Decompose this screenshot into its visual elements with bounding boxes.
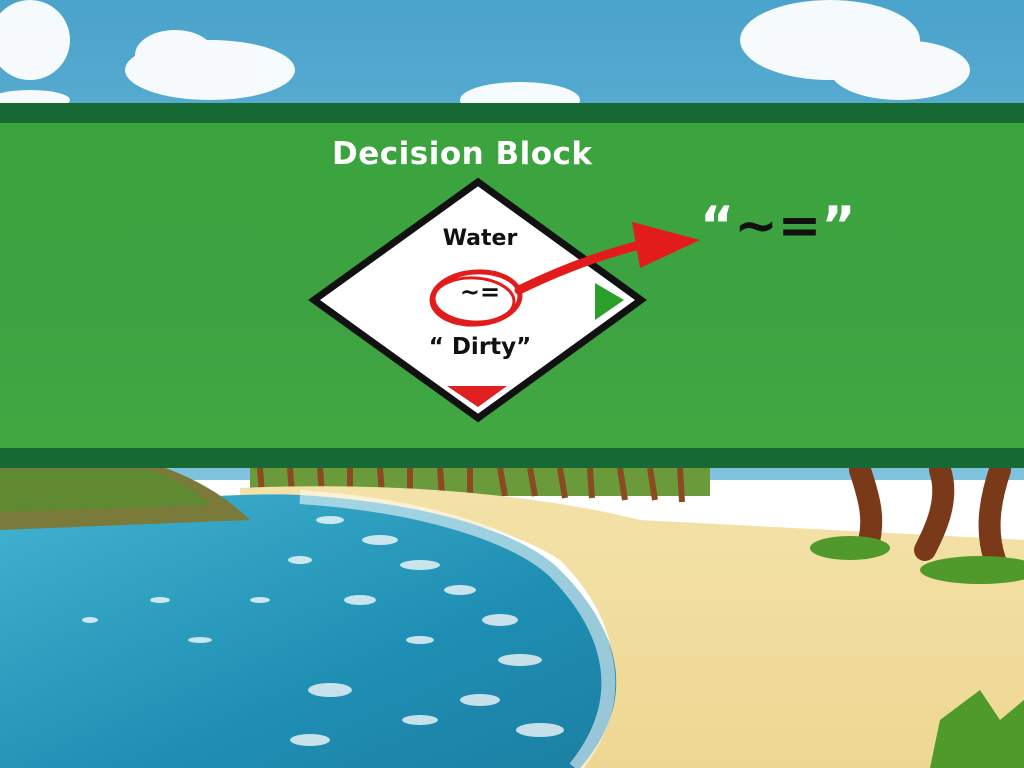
annotation-arrow-head [632,222,700,268]
banner-title: Decision Block [332,136,593,172]
true-port [595,283,624,320]
tree-trunks [257,467,685,503]
false-port [447,386,507,407]
decision-block-diagram [308,177,700,423]
annotation-circle [429,269,523,327]
decision-variable-label: Water [442,226,518,251]
callout-open-quote: “ [700,196,735,256]
callout-close-quote: ” [821,196,856,256]
annotation-arrow-line [514,240,645,295]
decision-operator-label: ~= [459,278,501,306]
bushes [810,536,1024,768]
cloud-group [0,0,970,118]
callout-operator: ~= [734,196,822,256]
decision-value-label: “ Dirty” [428,334,532,360]
water-sparkles [82,516,564,746]
operator-callout: “~=” [700,196,870,256]
shore-foam [299,490,616,768]
